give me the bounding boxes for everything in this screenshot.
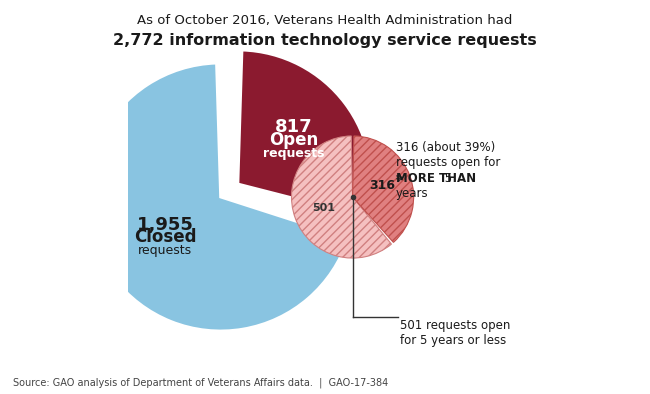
Text: 1,955: 1,955 bbox=[136, 216, 193, 234]
Text: Open: Open bbox=[269, 131, 318, 149]
Wedge shape bbox=[86, 63, 348, 331]
Text: 817: 817 bbox=[275, 118, 313, 136]
Text: 316: 316 bbox=[369, 179, 395, 192]
Wedge shape bbox=[352, 136, 413, 242]
Text: 5: 5 bbox=[441, 172, 452, 185]
Wedge shape bbox=[291, 136, 391, 258]
Text: 316 (about 39%): 316 (about 39%) bbox=[396, 141, 495, 154]
Text: requests open for: requests open for bbox=[396, 156, 500, 169]
Text: years: years bbox=[396, 187, 428, 200]
Text: for 5 years or less: for 5 years or less bbox=[400, 334, 506, 347]
Text: Source: GAO analysis of Department of Veterans Affairs data.  |  GAO-17-384: Source: GAO analysis of Department of Ve… bbox=[13, 377, 388, 388]
Text: Closed: Closed bbox=[134, 228, 196, 246]
Wedge shape bbox=[238, 50, 372, 217]
Text: requests: requests bbox=[263, 147, 324, 160]
Text: 2,772 information technology service requests: 2,772 information technology service req… bbox=[113, 33, 537, 48]
Text: requests: requests bbox=[138, 244, 192, 257]
Text: 501 requests open: 501 requests open bbox=[400, 319, 510, 332]
Text: As of October 2016, Veterans Health Administration had: As of October 2016, Veterans Health Admi… bbox=[137, 14, 513, 27]
Text: 501: 501 bbox=[313, 203, 335, 213]
Text: MORE THAN: MORE THAN bbox=[396, 172, 476, 185]
